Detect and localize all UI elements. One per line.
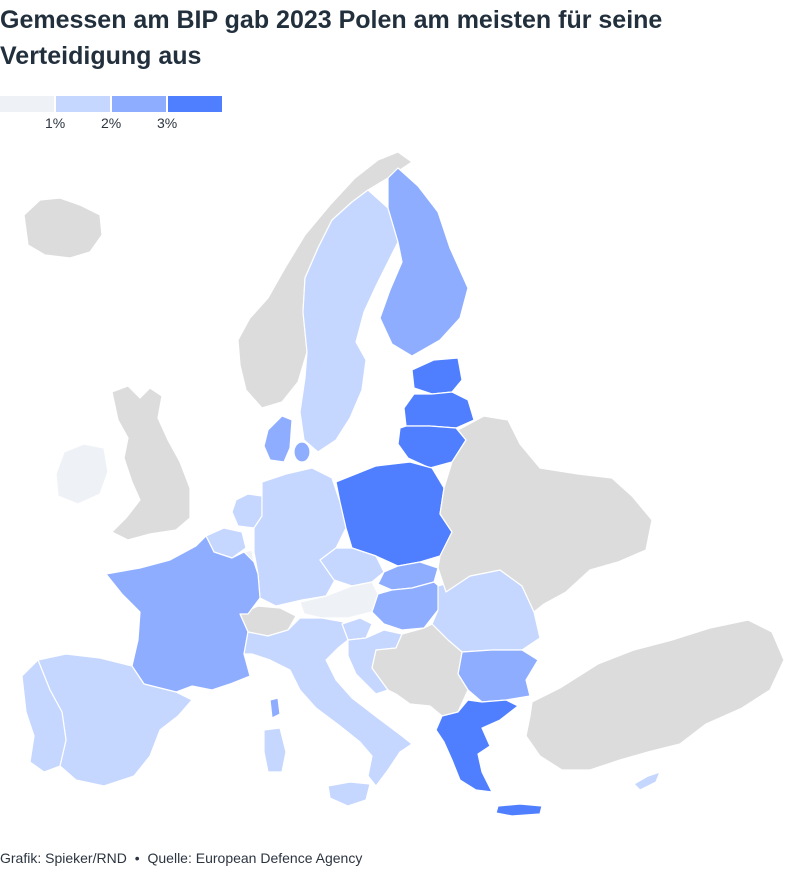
region-estonia — [411, 357, 463, 395]
footer-separator: • — [134, 850, 140, 866]
region-united-kingdom — [111, 385, 191, 541]
region-germany — [253, 467, 347, 607]
legend-swatch-2-3 — [112, 96, 166, 112]
region-portugal — [21, 659, 67, 773]
footer-credit: Grafik: Spieker/RND — [0, 850, 127, 866]
legend-label-2: 2% — [101, 115, 122, 131]
region-western-balkans — [371, 623, 469, 717]
region-italy — [243, 617, 413, 787]
region-denmark — [263, 415, 293, 463]
legend-label-3: 3% — [157, 115, 178, 131]
footer-source: Quelle: European Defence Agency — [147, 850, 363, 866]
region-crete — [495, 803, 543, 817]
footer: Grafik: Spieker/RND • Quelle: European D… — [0, 850, 362, 866]
europe-map — [21, 151, 785, 817]
region-denmark-zealand — [293, 441, 311, 463]
region-sardinia — [263, 727, 287, 773]
region-sweden — [299, 189, 399, 453]
region-latvia — [403, 391, 475, 429]
legend-label-1: 1% — [45, 115, 66, 131]
legend-swatch-below-1 — [0, 96, 54, 112]
region-corsica — [269, 697, 281, 719]
region-greece — [435, 699, 519, 793]
region-eastern-europe — [437, 415, 653, 613]
region-turkey — [525, 619, 785, 771]
color-legend: 1% 2% 3% — [0, 96, 230, 136]
region-ireland — [55, 443, 109, 505]
region-finland — [379, 167, 469, 357]
legend-swatch-above-3 — [168, 96, 222, 112]
region-bulgaria — [457, 649, 539, 703]
legend-swatch-1-2 — [56, 96, 110, 112]
region-sicily — [327, 781, 371, 807]
region-cyprus — [633, 771, 661, 791]
chart-title: Gemessen am BIP gab 2023 Polen am meiste… — [0, 6, 663, 70]
region-iceland — [23, 197, 103, 259]
